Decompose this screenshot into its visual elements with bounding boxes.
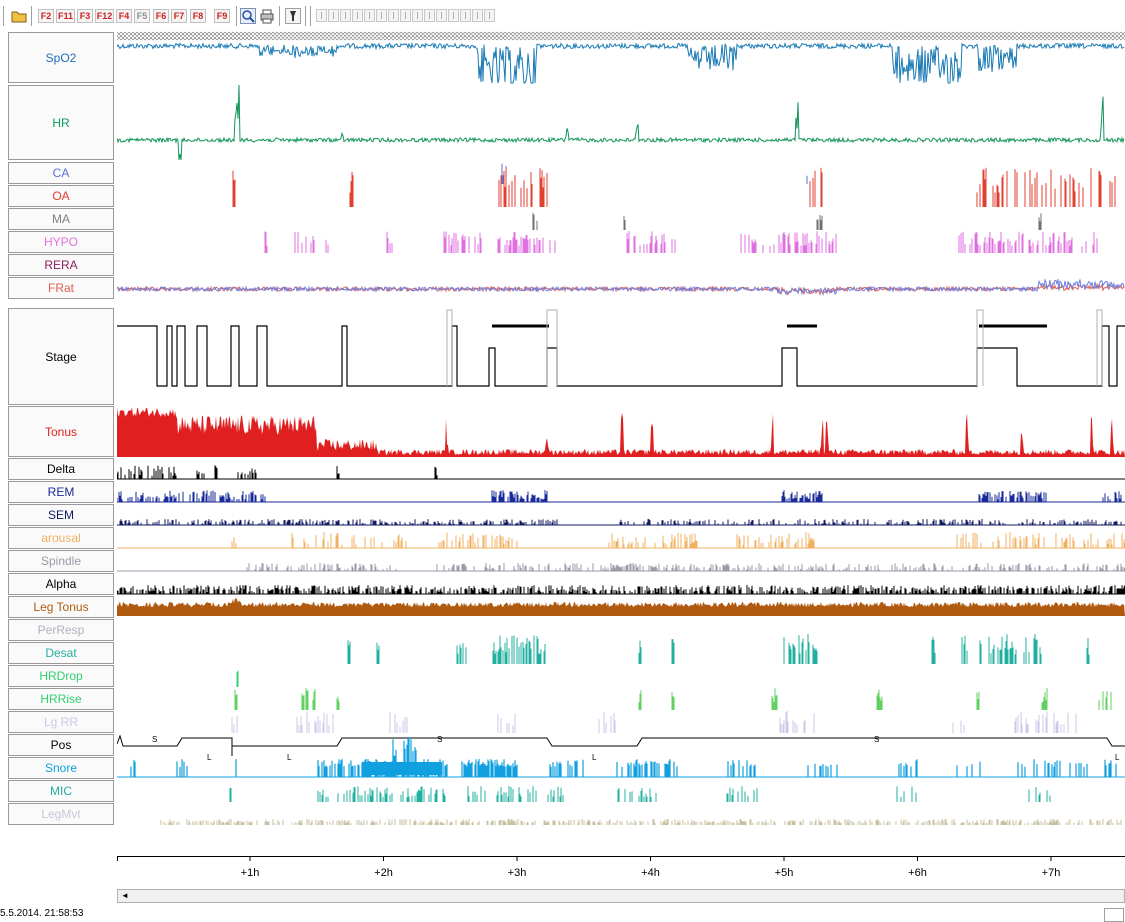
channel-label-stage[interactable]: Stage — [8, 308, 114, 405]
trace-oa — [232, 167, 1116, 207]
time-tick-label: +4h — [641, 867, 660, 879]
trace-stage — [117, 309, 1125, 387]
f11-button[interactable]: F11 — [56, 9, 75, 23]
trace-sem — [117, 519, 1125, 526]
trace-alpha — [117, 585, 1125, 595]
trace-rem — [117, 490, 1125, 503]
trace-lg-rr — [231, 711, 1077, 733]
f2-button[interactable]: F2 — [38, 9, 54, 23]
toolbar-separator — [236, 6, 237, 26]
toolbar: F2 F11 F3 F12 F4 F5 F6 F7 F8 F9 — [0, 0, 1125, 30]
channel-label-hypo[interactable]: HYPO — [8, 231, 114, 253]
channel-label-hr[interactable]: HR — [8, 85, 114, 160]
f9-button[interactable]: F9 — [214, 9, 230, 23]
trace-legmvt — [160, 819, 1122, 825]
channel-label-snore[interactable]: Snore — [8, 757, 114, 779]
channel-label-lg-rr[interactable]: Lg RR — [8, 711, 114, 733]
trace-tonus — [117, 407, 1125, 457]
disabled-tools-strip — [316, 9, 495, 22]
signal-traces: S L L S L S L — [117, 30, 1125, 856]
f8-button[interactable]: F8 — [190, 9, 206, 23]
trace-spindle — [117, 563, 1125, 572]
channel-label-delta[interactable]: Delta — [8, 458, 114, 480]
trace-pos: S L L S L S L — [117, 734, 1125, 762]
f7-button[interactable]: F7 — [171, 9, 187, 23]
status-indicator — [1104, 908, 1124, 922]
f12-button[interactable]: F12 — [95, 9, 114, 23]
trace-delta — [117, 465, 1125, 480]
position-marker: L — [592, 753, 597, 762]
trace-spo2 — [117, 41, 1125, 84]
toolbar-separator — [279, 6, 280, 26]
trace-snore — [117, 736, 1125, 778]
toolbar-separator — [310, 6, 311, 26]
position-marker: L — [1115, 753, 1120, 762]
channel-label-alpha[interactable]: Alpha — [8, 573, 114, 595]
time-tick-label: +2h — [374, 867, 393, 879]
f5-button[interactable]: F5 — [134, 9, 150, 23]
trace-hypo — [264, 231, 1098, 253]
channel-label-ca[interactable]: CA — [8, 162, 114, 184]
position-marker: S — [152, 735, 157, 744]
channel-label-leg-tonus[interactable]: Leg Tonus — [8, 596, 114, 618]
zoom-icon[interactable] — [240, 8, 256, 24]
channel-label-hrdrop[interactable]: HRDrop — [8, 665, 114, 687]
f4-button[interactable]: F4 — [116, 9, 132, 23]
channel-label-spindle[interactable]: Spindle — [8, 550, 114, 572]
horizontal-scrollbar[interactable]: ◄ — [117, 889, 1125, 903]
f6-button[interactable]: F6 — [153, 9, 169, 23]
position-marker: L — [207, 753, 212, 762]
channel-label-tonus[interactable]: Tonus — [8, 406, 114, 457]
open-folder-icon[interactable] — [11, 8, 27, 24]
toolbar-separator — [3, 6, 4, 26]
time-tick-label: +6h — [908, 867, 927, 879]
trace-leg-tonus — [117, 598, 1125, 616]
trace-hrrise — [234, 688, 1112, 710]
snore-dense-block — [362, 762, 442, 775]
channel-label-spo2[interactable]: SpO2 — [8, 32, 114, 83]
channel-label-rera[interactable]: RERA — [8, 254, 114, 276]
trace-arousal — [117, 532, 1125, 549]
trace-frat — [117, 278, 1125, 297]
channel-label-oa[interactable]: OA — [8, 185, 114, 207]
spo2-hatch-band — [117, 31, 1125, 41]
trace-ma — [532, 212, 1042, 230]
time-axis: +1h +2h +3h +4h +5h +6h +7h — [117, 856, 1125, 879]
time-tick-label: +5h — [775, 867, 794, 879]
channel-label-hrrise[interactable]: HRRise — [8, 688, 114, 710]
position-marker: L — [287, 753, 292, 762]
trace-desat — [347, 634, 1090, 664]
channel-label-pos[interactable]: Pos — [8, 734, 114, 756]
position-marker: S — [874, 735, 879, 744]
print-icon[interactable] — [259, 8, 275, 24]
scroll-left-button[interactable]: ◄ — [121, 891, 129, 900]
channel-label-mic[interactable]: MIC — [8, 780, 114, 802]
channel-label-arousal[interactable]: arousal — [8, 527, 114, 549]
time-tick-label: +1h — [241, 867, 260, 879]
channel-label-desat[interactable]: Desat — [8, 642, 114, 664]
channel-label-legmvt[interactable]: LegMvt — [8, 803, 114, 825]
trace-hrdrop — [236, 670, 239, 687]
channel-label-sem[interactable]: SEM — [8, 504, 114, 526]
toolbar-separator — [31, 6, 32, 26]
position-marker: S — [437, 735, 442, 744]
f3-button[interactable]: F3 — [77, 9, 93, 23]
channel-label-ma[interactable]: MA — [8, 208, 114, 230]
toolbar-separator — [305, 6, 306, 26]
trace-ca — [501, 163, 808, 184]
trace-mic — [229, 786, 1051, 802]
marker-tool-icon[interactable] — [285, 8, 301, 24]
channel-label-frat[interactable]: FRat — [8, 277, 114, 299]
channel-label-rem[interactable]: REM — [8, 481, 114, 503]
channel-label-perresp[interactable]: PerResp — [8, 619, 114, 641]
time-tick-label: +3h — [508, 867, 527, 879]
recording-timestamp: 5.5.2014. 21:58:53 — [0, 908, 84, 919]
trace-hr — [117, 84, 1125, 161]
time-tick-label: +7h — [1042, 867, 1061, 879]
